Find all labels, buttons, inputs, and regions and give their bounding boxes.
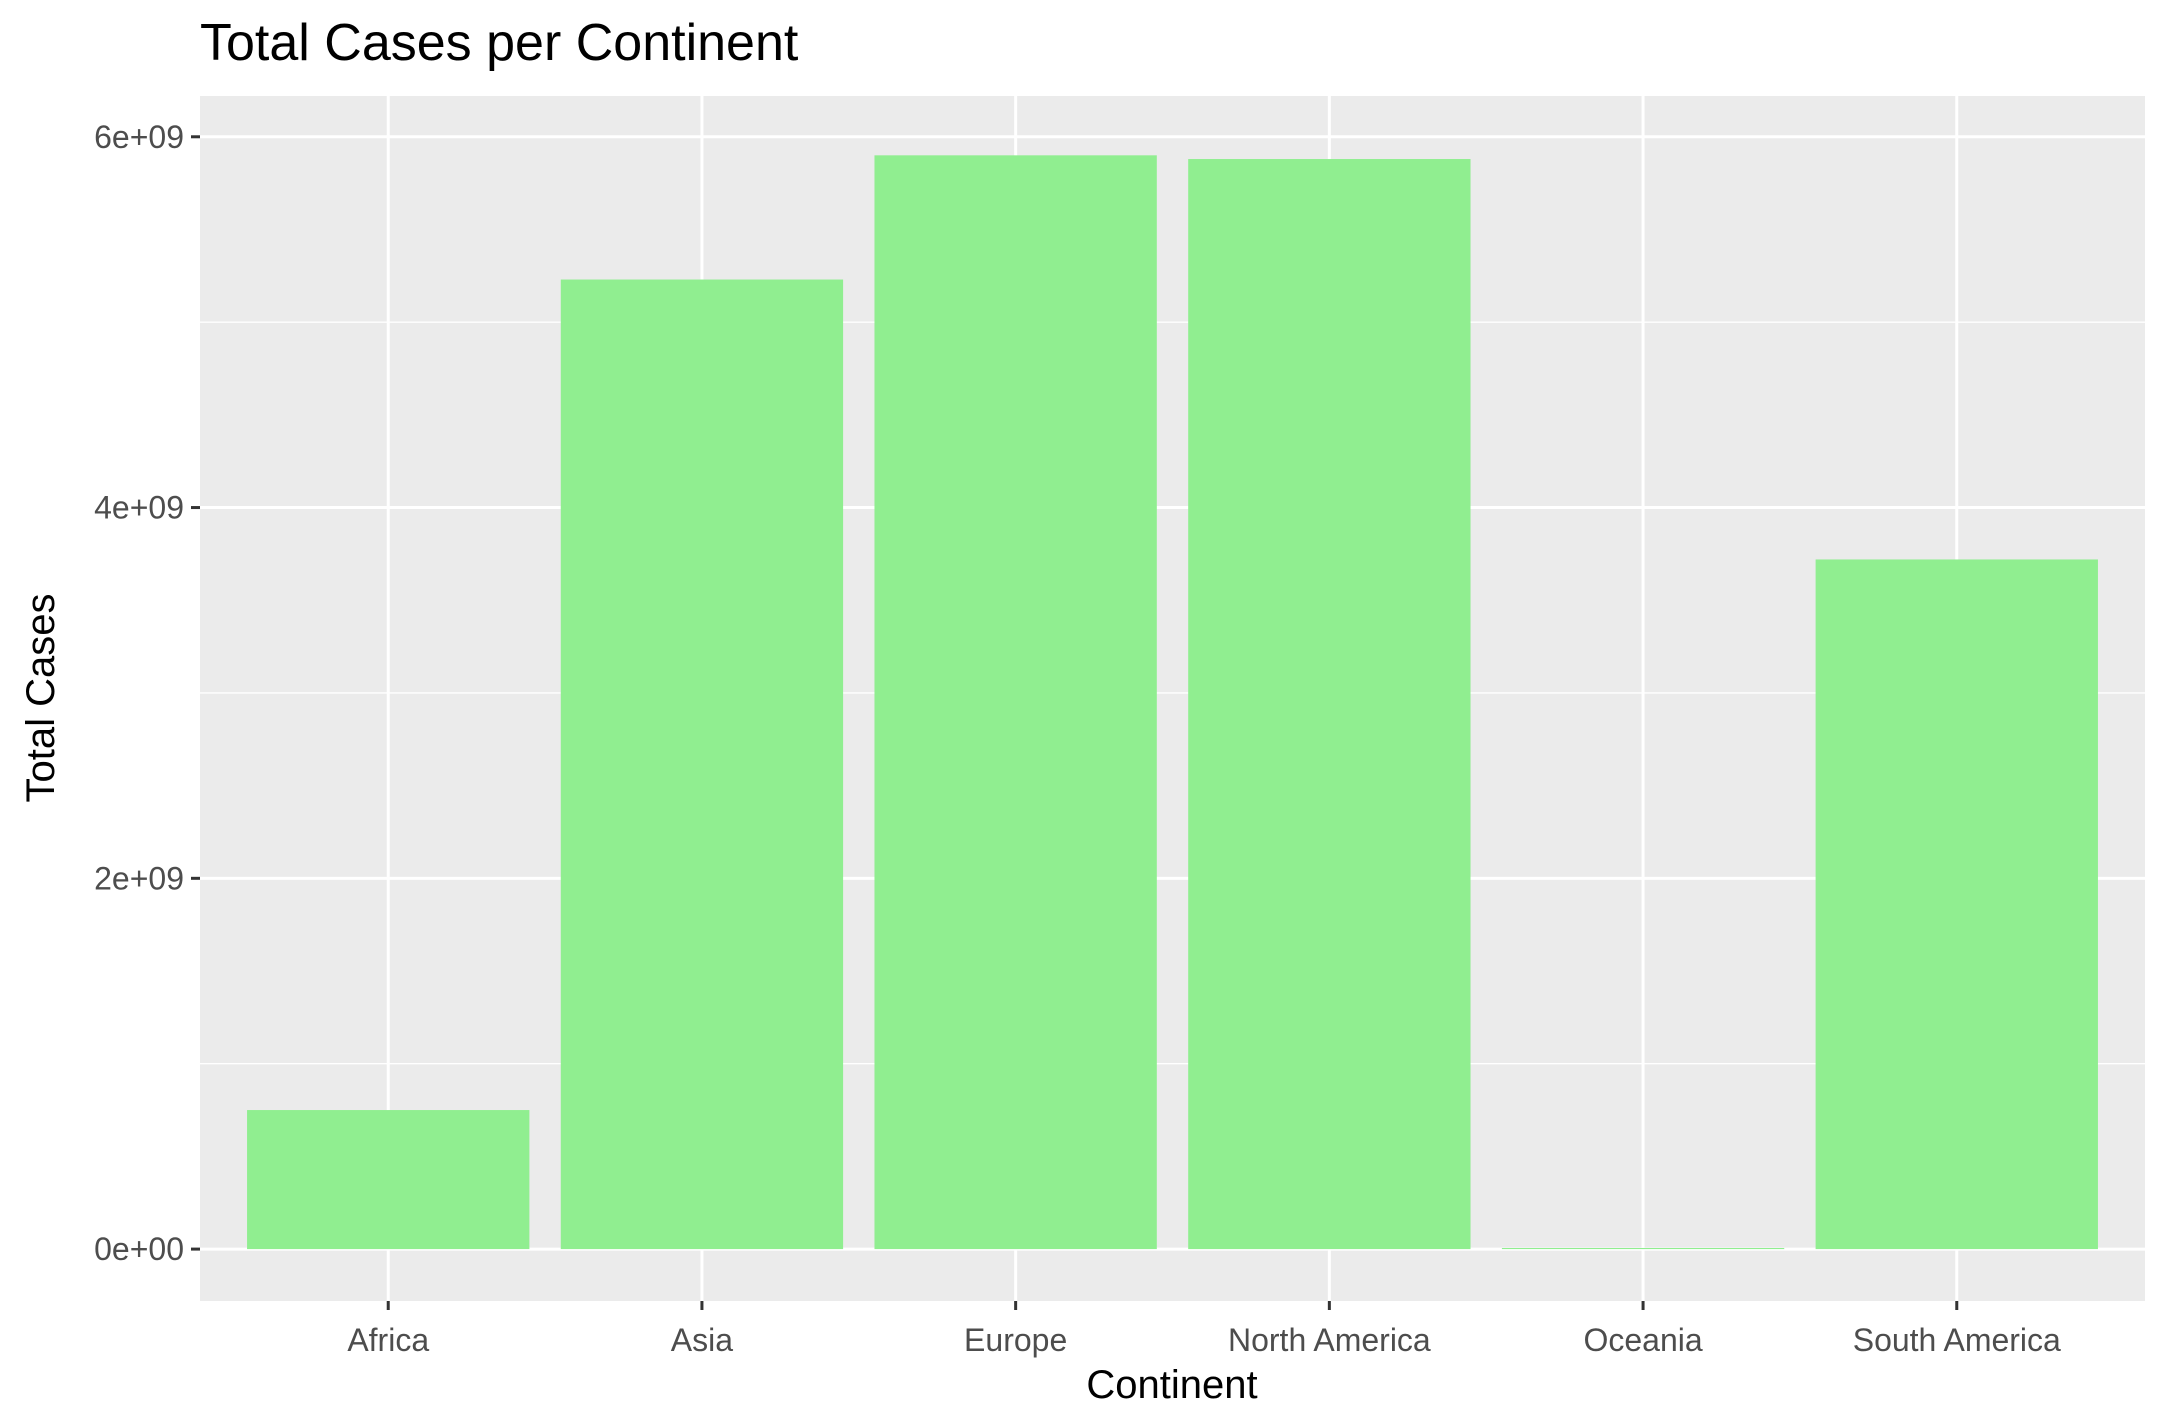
bar-oceania [1501,1247,1785,1250]
bar-africa [247,1110,530,1250]
y-axis-title: Total Cases [19,594,63,803]
y-tick-label: 0e+00 [94,1231,184,1267]
x-tick-label: South America [1853,1322,2061,1358]
chart-title: Total Cases per Continent [200,14,799,72]
x-tick-label: Asia [671,1322,733,1358]
bar-south-america [1815,559,2098,1250]
bar-asia [560,279,844,1250]
bar-north-america [1188,159,1471,1250]
x-tick-label: North America [1228,1322,1431,1358]
y-tick-label: 6e+09 [94,119,184,155]
y-tick-label: 4e+09 [94,490,184,526]
axes: 0e+00 2e+09 4e+09 6e+09 Africa Asia Europe Nort… [94,119,2061,1358]
x-tick-label: Europe [964,1322,1067,1358]
y-tick-label: 2e+09 [94,860,184,896]
bar-europe [874,155,1157,1250]
bars [247,155,2098,1250]
x-tick-label: Africa [347,1322,429,1358]
x-axis-title: Continent [1086,1363,1257,1407]
x-tick-label: Oceania [1583,1322,1702,1358]
